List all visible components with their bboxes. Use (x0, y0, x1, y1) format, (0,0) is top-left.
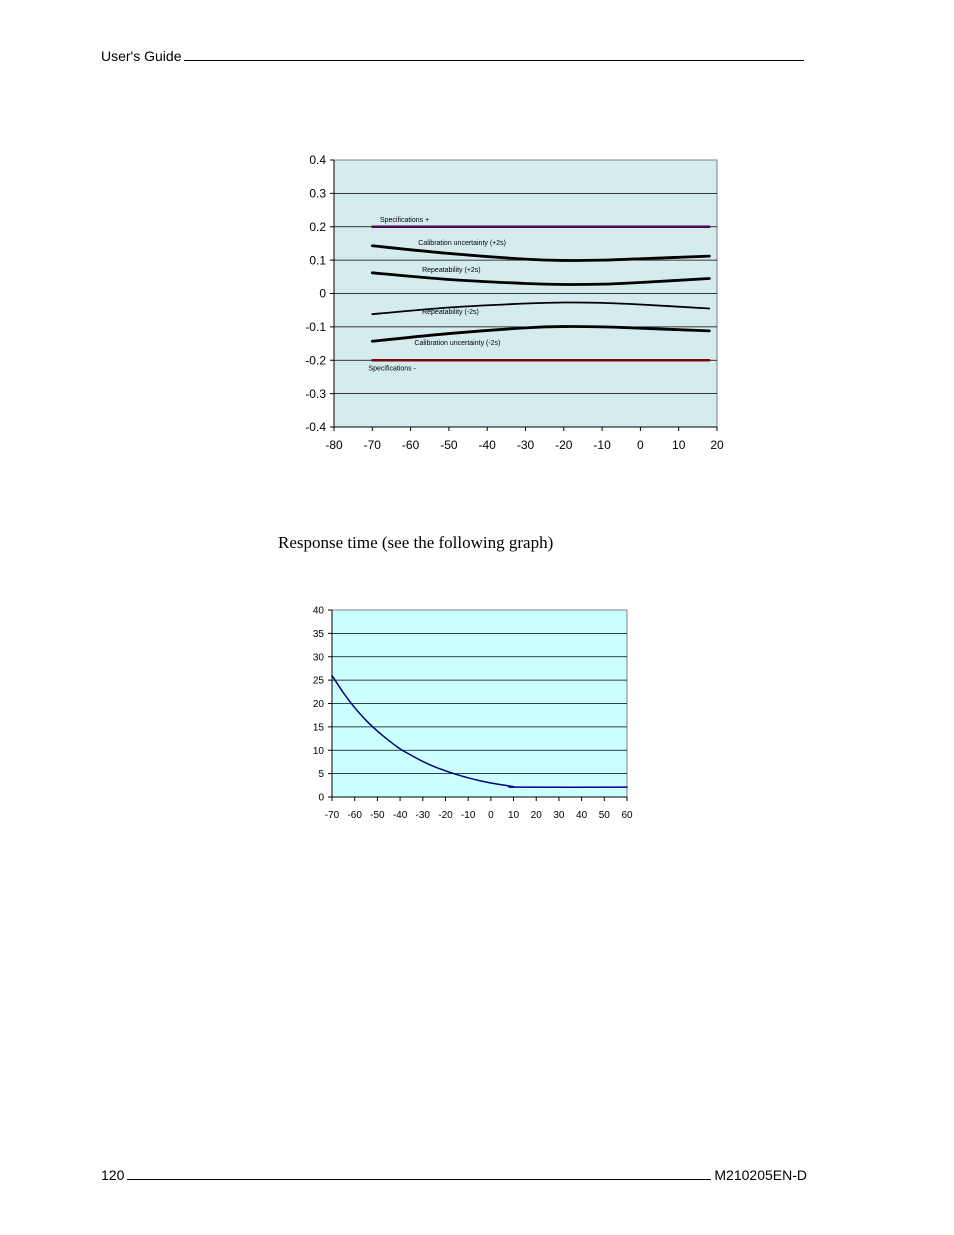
document-code: M210205EN-D (714, 1167, 807, 1183)
y-tick-label: -0.2 (305, 353, 326, 367)
y-tick-label: 0.2 (309, 220, 326, 234)
x-tick-label: 10 (672, 438, 686, 452)
y-tick-label: 5 (318, 769, 324, 780)
series-label: Calibration uncertainty (+2s) (418, 240, 506, 247)
y-tick-label: 0 (319, 287, 326, 301)
x-tick-label: 0 (637, 438, 644, 452)
y-tick-label: 0 (318, 793, 324, 804)
x-tick-label: -80 (325, 438, 343, 452)
y-tick-label: 35 (313, 629, 325, 640)
x-tick-label: 30 (553, 810, 565, 821)
page-number: 120 (101, 1167, 125, 1183)
page-footer: 120 M210205EN-D (101, 1167, 807, 1183)
y-tick-label: 15 (313, 722, 325, 733)
x-tick-label: 10 (508, 810, 520, 821)
header-title: User's Guide (101, 48, 182, 64)
x-tick-label: 60 (621, 810, 633, 821)
x-tick-label: -50 (370, 810, 385, 821)
x-tick-label: -70 (364, 438, 382, 452)
y-tick-label: -0.1 (305, 320, 326, 334)
series-label: Repeatability (-2s) (422, 309, 479, 316)
y-tick-label: 0.1 (309, 253, 326, 267)
series-line (371, 301, 711, 316)
y-tick-label: 0.4 (309, 153, 326, 167)
x-tick-label: -60 (347, 810, 362, 821)
x-tick-label: 40 (576, 810, 588, 821)
y-tick-label: -0.4 (305, 420, 326, 434)
series-line (370, 271, 711, 286)
series-label: Calibration uncertainty (-2s) (414, 340, 500, 347)
y-tick-label: -0.3 (305, 387, 326, 401)
x-tick-label: -20 (555, 438, 573, 452)
y-tick-label: 25 (313, 676, 325, 687)
y-tick-label: 30 (313, 652, 325, 663)
series-line (331, 674, 628, 788)
x-tick-label: -30 (517, 438, 535, 452)
series-label: Repeatability (+2s) (422, 267, 481, 274)
header-rule (184, 59, 804, 61)
footer-rule (127, 1178, 712, 1180)
x-tick-label: -20 (438, 810, 453, 821)
x-tick-label: 20 (531, 810, 543, 821)
x-tick-label: -10 (461, 810, 476, 821)
response-time-caption: Response time (see the following graph) (278, 533, 554, 552)
y-tick-label: 10 (313, 746, 325, 757)
x-tick-label: -60 (402, 438, 420, 452)
y-tick-label: 40 (313, 606, 325, 617)
x-tick-label: -10 (593, 438, 611, 452)
x-tick-label: -50 (440, 438, 458, 452)
x-tick-label: -70 (325, 810, 340, 821)
y-tick-label: 20 (313, 699, 325, 710)
y-tick-label: 0.3 (309, 187, 326, 201)
x-tick-label: -40 (479, 438, 497, 452)
x-tick-label: 20 (710, 438, 724, 452)
x-tick-label: -30 (416, 810, 431, 821)
x-tick-label: 50 (599, 810, 611, 821)
x-tick-label: -40 (393, 810, 408, 821)
series-line (370, 325, 711, 343)
series-label: Specifications + (380, 217, 429, 224)
series-label: Specifications - (368, 365, 416, 372)
series-line (370, 244, 711, 262)
page-header: User's Guide (101, 48, 807, 64)
x-tick-label: 0 (488, 810, 494, 821)
